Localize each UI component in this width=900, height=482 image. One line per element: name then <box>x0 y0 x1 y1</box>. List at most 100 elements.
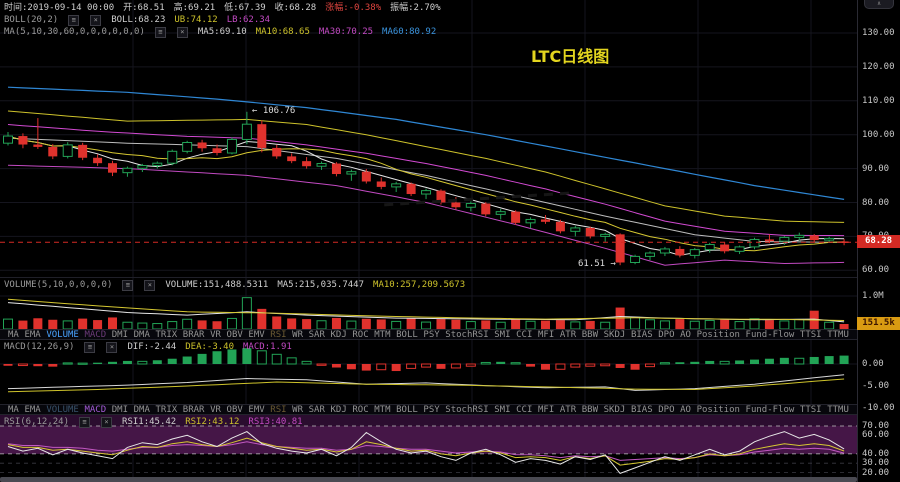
volume-bar <box>391 320 402 330</box>
tab-mfi[interactable]: MFI <box>538 404 555 415</box>
candle-body <box>570 227 581 232</box>
tab-macd[interactable]: MACD <box>84 329 107 340</box>
collapse-axis-button[interactable]: ∧ <box>864 0 894 9</box>
tab-dpo[interactable]: DPO <box>658 404 675 415</box>
boll-settings-icon[interactable]: ≡ <box>68 15 80 26</box>
tab-cci[interactable]: CCI <box>516 329 533 340</box>
tab-bias[interactable]: BIAS <box>630 404 653 415</box>
volume-bar <box>241 297 252 330</box>
tab-dmi[interactable]: DMI <box>111 329 129 340</box>
tab-ttsi[interactable]: TTSI <box>799 404 822 415</box>
bar-时间-value: 时间:2019-09-14 00:00 <box>4 3 115 13</box>
tab-psy[interactable]: PSY <box>423 404 440 415</box>
tab-kdj[interactable]: KDJ <box>330 329 347 340</box>
tab-trix[interactable]: TRIX <box>155 404 178 415</box>
horizontal-scrollbar[interactable] <box>0 477 857 482</box>
tab-brar[interactable]: BRAR <box>182 329 205 340</box>
tab-position[interactable]: Position <box>696 404 740 415</box>
tab-atr[interactable]: ATR <box>559 404 577 415</box>
tab-brar[interactable]: BRAR <box>182 404 205 415</box>
candle-body <box>749 238 760 248</box>
tab-ttmu[interactable]: TTMU <box>827 404 849 415</box>
ma-settings-icon[interactable]: ≡ <box>154 27 166 38</box>
volume-bar <box>182 318 193 330</box>
tab-bbw[interactable]: BBW <box>581 329 599 340</box>
macd-settings-icon[interactable]: ≡ <box>84 342 96 353</box>
tab-ttmu[interactable]: TTMU <box>827 329 849 340</box>
tab-ao[interactable]: AO <box>680 404 691 415</box>
tab-wr[interactable]: WR <box>292 404 304 415</box>
volume-settings-icon[interactable]: ≡ <box>122 280 134 291</box>
tab-dmi[interactable]: DMI <box>111 404 129 415</box>
tab-stochrsi[interactable]: StochRSI <box>445 329 489 340</box>
boll-lower-line <box>7 164 845 266</box>
tab-volume[interactable]: VOLUME <box>46 329 79 340</box>
boll-mid-line <box>7 137 845 243</box>
tab-rsi[interactable]: RSI <box>270 404 287 415</box>
tab-roc[interactable]: ROC <box>352 329 369 340</box>
macd-histogram-bar <box>301 360 312 365</box>
tab-dma[interactable]: DMA <box>133 329 150 340</box>
tab-ma[interactable]: MA <box>8 404 19 415</box>
tab-smi[interactable]: SMI <box>494 329 511 340</box>
macd-dif-line <box>7 374 845 391</box>
tab-mfi[interactable]: MFI <box>538 329 555 340</box>
volume-bar <box>511 319 521 329</box>
macd-tick-0: 0.00 <box>862 359 884 369</box>
tab-psy[interactable]: PSY <box>423 329 440 340</box>
tab-cci[interactable]: CCI <box>516 404 533 415</box>
tab-emv[interactable]: EMV <box>248 404 265 415</box>
tab-ema[interactable]: EMA <box>24 404 41 415</box>
candle-body <box>316 163 327 167</box>
tab-boll[interactable]: BOLL <box>396 329 418 340</box>
tab-macd[interactable]: MACD <box>84 404 107 415</box>
rsi-settings-icon[interactable]: ≡ <box>79 417 91 428</box>
tab-obv[interactable]: OBV <box>226 404 243 415</box>
tab-stochrsi[interactable]: StochRSI <box>445 404 489 415</box>
volume-bar <box>481 320 491 329</box>
tab-rsi[interactable]: RSI <box>270 329 287 340</box>
tab-wr[interactable]: WR <box>292 329 304 340</box>
macd-close-icon[interactable]: × <box>106 342 118 353</box>
tab-ttsi[interactable]: TTSI <box>799 329 822 340</box>
tab-ema[interactable]: EMA <box>24 329 41 340</box>
rsi-close-icon[interactable]: × <box>101 417 113 428</box>
candle-body <box>525 218 536 224</box>
tab-skdj[interactable]: SKDJ <box>603 404 626 415</box>
tab-smi[interactable]: SMI <box>494 404 511 415</box>
tab-bbw[interactable]: BBW <box>581 404 599 415</box>
tab-vr[interactable]: VR <box>210 404 221 415</box>
macd-histogram-bar <box>719 360 730 365</box>
tab-ao[interactable]: AO <box>680 329 691 340</box>
tab-sar[interactable]: SAR <box>308 329 325 340</box>
tab-position[interactable]: Position <box>696 329 740 340</box>
volume-bar <box>316 320 327 330</box>
boll-close-icon[interactable]: × <box>90 15 102 26</box>
tab-dma[interactable]: DMA <box>133 404 150 415</box>
ma-close-icon[interactable]: × <box>176 27 188 38</box>
tab-mtm[interactable]: MTM <box>374 329 391 340</box>
tab-vr[interactable]: VR <box>210 329 221 340</box>
tab-sar[interactable]: SAR <box>308 404 325 415</box>
tab-ma[interactable]: MA <box>8 329 19 340</box>
tab-mtm[interactable]: MTM <box>374 404 391 415</box>
tab-emv[interactable]: EMV <box>248 329 265 340</box>
tab-bias[interactable]: BIAS <box>630 329 653 340</box>
volume-close-icon[interactable]: × <box>144 280 156 291</box>
price-tick-120: 120.00 <box>862 61 895 72</box>
tab-boll[interactable]: BOLL <box>396 404 418 415</box>
tab-kdj[interactable]: KDJ <box>330 404 347 415</box>
tab-volume[interactable]: VOLUME <box>46 404 79 415</box>
tab-obv[interactable]: OBV <box>226 329 243 340</box>
ma60-line <box>7 86 845 200</box>
tab-skdj[interactable]: SKDJ <box>603 329 626 340</box>
tab-fund-flow[interactable]: Fund-Flow <box>745 404 795 415</box>
macd-histogram-bar <box>48 364 58 367</box>
tab-fund-flow[interactable]: Fund-Flow <box>745 329 795 340</box>
tab-dpo[interactable]: DPO <box>658 329 675 340</box>
candle-body <box>167 150 178 164</box>
tab-atr[interactable]: ATR <box>559 329 577 340</box>
tab-roc[interactable]: ROC <box>352 404 369 415</box>
tab-trix[interactable]: TRIX <box>155 329 178 340</box>
